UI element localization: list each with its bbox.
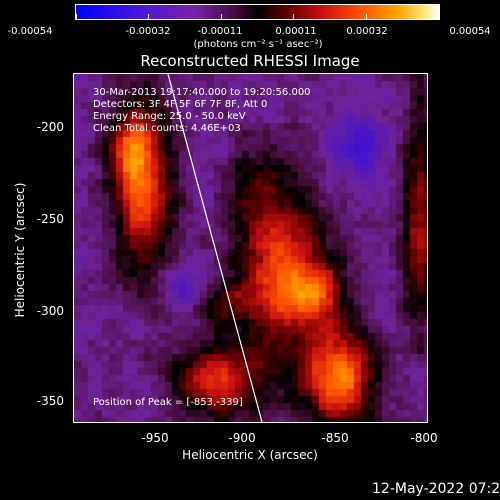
y-tick-label: -300 [36,304,64,318]
colorbar-tick-label: -0.00011 [197,26,243,37]
colorbar-tick-label: 0.00054 [449,26,491,37]
colorbar-tick [293,14,294,19]
x-tick-label: -900 [228,431,256,445]
x-tick-label: -950 [141,431,169,445]
colorbar-tick [438,14,439,19]
colorbar-tick [366,14,367,19]
colorbar-tick [221,14,222,19]
colorbar-tick [148,14,149,19]
info-time-range: 30-Mar-2013 19:17:40.000 to 19:20:56.000 [93,87,311,98]
colorbar-units: (photons cm⁻² s⁻¹ asec⁻²) [193,39,323,50]
colorbar-tick-label: 0.00011 [275,26,317,37]
x-tick-label: -800 [410,431,438,445]
footer-timestamp: 12-May-2022 07:28 [372,481,500,497]
colorbar [75,4,440,20]
plot-title: Reconstructed RHESSI Image [140,52,360,70]
info-total-counts: Clean Total counts: 4.46E+03 [93,123,241,134]
colorbar-tick-label: -0.00032 [125,26,171,37]
colorbar-tick-label: -0.00054 [7,26,53,37]
rhessi-heatmap [74,74,427,422]
info-energy-range: Energy Range: 25.0 - 50.0 keV [93,111,246,122]
y-tick-label: -350 [36,394,64,408]
y-tick-label: -250 [36,212,64,226]
colorbar-gradient [76,5,439,19]
info-detectors: Detectors: 3F 4F 5F 6F 7F 8F, Att 0 [93,99,268,110]
x-axis-label: Heliocentric X (arcsec) [182,448,318,462]
x-tick-label: -850 [321,431,349,445]
colorbar-tick-label: 0.00032 [346,26,388,37]
colorbar-tick [76,14,77,19]
solar-limb-line [167,74,263,422]
y-tick-label: -200 [36,120,64,134]
peak-position-text: Position of Peak = [-853,-339] [93,397,243,408]
image-plot: 30-Mar-2013 19:17:40.000 to 19:20:56.000… [73,73,428,423]
y-axis-label: Heliocentric Y (arcsec) [13,182,27,318]
